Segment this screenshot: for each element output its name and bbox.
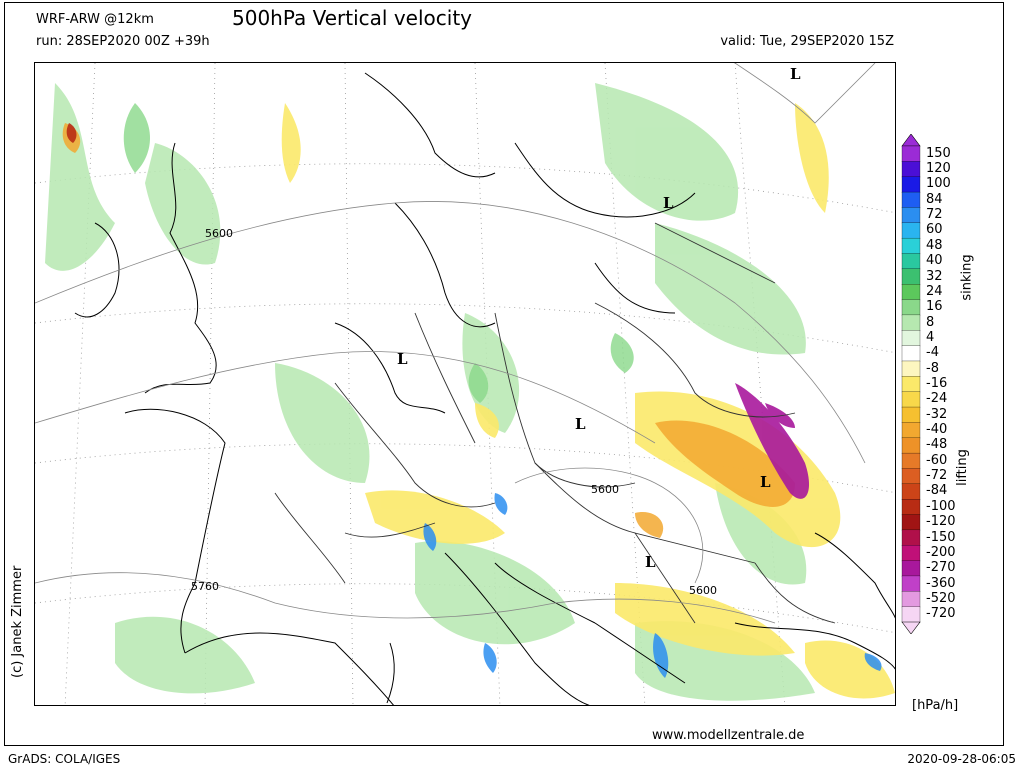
color-scale-tick-label: -720 [926,606,956,622]
country-borders [274,222,836,624]
color-scale-tick-label: 150 [926,145,951,161]
low-marker: L [663,194,674,212]
color-scale-swatch [901,330,921,347]
figure-frame [4,2,1004,746]
color-scale-swatch [901,529,921,546]
color-scale-tick-label: -520 [926,590,956,606]
color-scale-tick-label: -360 [926,575,956,591]
color-scale-tick-label: -100 [926,498,956,514]
color-scale-swatch [901,437,921,454]
color-scale-tick-label: 32 [926,268,943,284]
color-scale-tick-label: 16 [926,299,943,315]
color-scale-tick-label: 8 [926,314,935,330]
color-scale-swatch [901,268,921,285]
color-scale-swatch [901,406,921,424]
color-scale-swatch [901,360,921,377]
chart-title: 500hPa Vertical velocity [232,6,473,30]
color-scale-tick-label: -120 [926,514,956,530]
color-scale-tick-label: -8 [926,360,939,376]
color-scale-tick-label: -150 [926,529,956,545]
contour-label: 5600 [689,584,717,597]
color-scale-swatch [901,376,921,393]
contour-label: 5760 [191,580,219,593]
color-scale-swatch [901,452,921,470]
color-scale-swatch [901,207,921,224]
color-scale-swatch [901,591,921,608]
sinking-label: sinking [959,254,975,301]
color-scale-tick-label: 84 [926,191,943,207]
timestamp-label: 2020-09-28-06:05 [907,752,1016,766]
color-scale-tick-label: -24 [926,391,948,407]
color-scale-swatch [901,176,921,193]
color-scale-tick-label: 72 [926,207,943,223]
color-scale-swatch [901,545,921,562]
color-scale-tick-label: 100 [926,176,951,192]
color-scale-tick-label: -60 [926,452,948,468]
color-scale-tick-label: -72 [926,468,948,484]
color-scale-tick-label: -84 [926,483,948,499]
color-scale-tick-label: -40 [926,422,948,438]
color-scale-bottom-arrow [901,621,921,634]
color-scale-swatch [901,237,921,255]
weather-map: 5600 5600 5760 5600 L L L L L L [34,62,896,706]
low-marker: L [575,415,586,433]
run-label: run: 28SEP2020 00Z +39h [36,34,210,49]
color-scale-swatch [901,299,921,316]
low-marker: L [790,65,801,83]
color-scale-swatch [901,145,921,163]
low-marker: L [760,473,771,491]
color-scale-swatch [901,560,921,577]
sinking-areas [45,83,815,701]
lifting-areas [281,103,895,699]
software-label: GrADS: COLA/IGES [8,752,121,766]
color-scale-swatch [901,253,921,270]
color-scale-tick-label: 24 [926,283,943,299]
strong-sinking-streaks [423,493,882,678]
color-scale-swatch [901,606,921,623]
color-scale-swatch [901,575,921,592]
website-link[interactable]: www.modellzentrale.de [652,728,805,743]
sinking-areas-strong [123,103,634,403]
color-scale-tick-label: 4 [926,329,935,345]
color-scale-swatch [901,222,921,239]
color-scale-tick-label: -16 [926,376,948,391]
color-scale-tick-label: 60 [926,222,943,238]
low-markers: L L L L L L [397,65,801,571]
color-scale [901,134,921,634]
color-scale-swatch [901,391,921,408]
contour-label: 5600 [591,483,619,496]
color-scale-tick-label: 40 [926,253,943,269]
color-scale-tick-label: 120 [926,161,951,177]
color-scale-swatch [901,483,921,500]
color-scale-tick-label: -200 [926,544,956,560]
color-scale-swatch [901,468,921,485]
color-scale-swatch [901,514,921,531]
coastlines [74,72,895,705]
color-scale-swatch [901,499,921,516]
lifting-core [66,123,77,143]
units-label: [hPa/h] [912,698,959,713]
color-scale-swatch [901,422,921,439]
color-scale-tick-label: -4 [926,345,939,361]
color-scale-swatch [901,191,921,209]
color-scale-swatch [901,345,921,362]
color-scale-tick-label: -270 [926,560,956,576]
contour-label: 5600 [205,227,233,240]
map-canvas: 5600 5600 5760 5600 L L L L L L [35,63,895,705]
color-scale-tick-label: 48 [926,237,943,253]
color-scale-swatch [901,284,921,301]
color-scale-top-arrow [901,134,921,147]
color-scale-swatch [901,161,921,178]
valid-label: valid: Tue, 29SEP2020 15Z [720,34,894,49]
credit-label: (c) Janek Zimmer [10,565,25,678]
low-marker: L [397,350,408,368]
model-label: WRF-ARW @12km [36,12,154,27]
lifting-label: lifting [954,449,970,486]
color-scale-tick-label: -32 [926,406,948,422]
low-marker: L [645,553,656,571]
color-scale-swatch [901,314,921,331]
height-contours [35,63,876,624]
color-scale-tick-label: -48 [926,437,948,453]
